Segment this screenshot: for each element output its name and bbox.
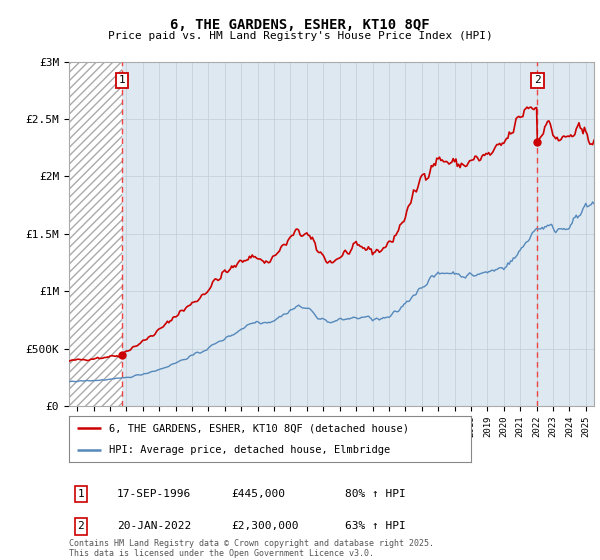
Text: 1: 1 (77, 489, 85, 499)
Text: 2: 2 (534, 76, 541, 85)
Text: Price paid vs. HM Land Registry's House Price Index (HPI): Price paid vs. HM Land Registry's House … (107, 31, 493, 41)
Text: Contains HM Land Registry data © Crown copyright and database right 2025.
This d: Contains HM Land Registry data © Crown c… (69, 539, 434, 558)
Text: £445,000: £445,000 (231, 489, 285, 499)
Text: 1: 1 (118, 76, 125, 85)
Text: HPI: Average price, detached house, Elmbridge: HPI: Average price, detached house, Elmb… (109, 445, 391, 455)
Text: 6, THE GARDENS, ESHER, KT10 8QF: 6, THE GARDENS, ESHER, KT10 8QF (170, 18, 430, 32)
Bar (69, 62, 122, 406)
Text: 63% ↑ HPI: 63% ↑ HPI (345, 521, 406, 531)
Text: 6, THE GARDENS, ESHER, KT10 8QF (detached house): 6, THE GARDENS, ESHER, KT10 8QF (detache… (109, 423, 409, 433)
Text: 17-SEP-1996: 17-SEP-1996 (117, 489, 191, 499)
Text: 80% ↑ HPI: 80% ↑ HPI (345, 489, 406, 499)
Text: 2: 2 (77, 521, 85, 531)
Text: 20-JAN-2022: 20-JAN-2022 (117, 521, 191, 531)
Text: £2,300,000: £2,300,000 (231, 521, 299, 531)
